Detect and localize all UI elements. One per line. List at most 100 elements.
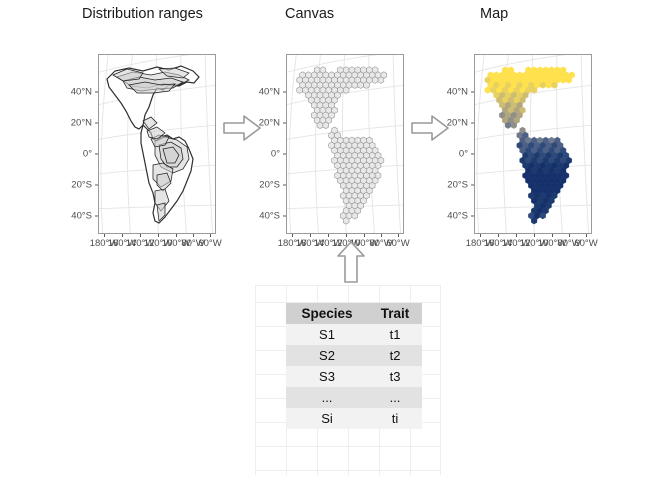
arrow-canvas-to-map-icon bbox=[410, 113, 450, 143]
x-tick-label: 60°W bbox=[574, 238, 598, 249]
x-tick-label: 180°W bbox=[465, 238, 495, 249]
table-cell-trait: t3 bbox=[368, 366, 422, 387]
hex-cell bbox=[510, 121, 517, 129]
panel-canvas: Canvas 40°N 20°N 0° 20°S 40°S bbox=[240, 0, 415, 249]
y-tick-mark bbox=[283, 184, 286, 186]
hex-cell bbox=[504, 121, 512, 129]
x-tick-label: 80°W bbox=[369, 238, 393, 249]
x-tick-mark bbox=[480, 234, 481, 237]
x-tick-mark bbox=[552, 234, 553, 237]
x-axis-canvas: 180°W 160°W 140°W 120°W 100°W 80°W 60°W bbox=[278, 234, 410, 256]
y-tick-mark bbox=[471, 122, 474, 124]
panel-title-map: Map bbox=[480, 6, 509, 22]
x-tick-mark bbox=[210, 234, 211, 237]
x-tick-label: 100°W bbox=[161, 238, 191, 249]
table-header-trait: Trait bbox=[368, 303, 422, 324]
panel-map: Map 40°N 20°N 0° 20°S 40°S bbox=[428, 0, 628, 249]
y-axis-map: 40°N 20°N 0° 20°S 40°S bbox=[428, 54, 474, 234]
hex-cell bbox=[322, 121, 329, 129]
x-tick-mark bbox=[328, 234, 329, 237]
table-row: Si ti bbox=[286, 408, 422, 429]
y-tick-label: 20°N bbox=[70, 117, 92, 129]
y-tick-mark bbox=[471, 184, 474, 186]
table-cell-species: Si bbox=[286, 408, 368, 429]
species-trait-table-block: Species Trait S1 t1 S2 t2 S3 t3 ... ... bbox=[255, 285, 441, 475]
table-row: ... ... bbox=[286, 387, 422, 408]
table-header-row: Species Trait bbox=[286, 303, 422, 324]
x-tick-mark bbox=[498, 234, 499, 237]
y-tick-label: 40°S bbox=[259, 210, 280, 222]
y-tick-label: 20°N bbox=[258, 117, 280, 129]
x-tick-mark bbox=[516, 234, 517, 237]
x-tick-mark bbox=[364, 234, 365, 237]
hex-cell bbox=[531, 217, 538, 225]
hex-cell bbox=[342, 217, 350, 225]
table-row: S3 t3 bbox=[286, 366, 422, 387]
panel-distribution-ranges: Distribution ranges 40°N 20°N 0° 20°S 40… bbox=[52, 0, 227, 249]
hex-cell bbox=[357, 81, 364, 89]
y-tick-label: 40°N bbox=[258, 86, 280, 98]
hex-cell bbox=[539, 81, 546, 89]
x-tick-label: 180°W bbox=[89, 238, 119, 249]
table-cell-species: ... bbox=[286, 387, 368, 408]
x-tick-label: 120°W bbox=[519, 238, 549, 249]
hex-cell bbox=[531, 86, 538, 94]
species-range-polygons bbox=[112, 67, 190, 222]
y-tick-mark bbox=[95, 91, 98, 93]
x-tick-label: 140°W bbox=[125, 238, 155, 249]
x-tick-mark bbox=[381, 234, 382, 237]
hex-cell bbox=[296, 86, 303, 94]
x-tick-label: 160°W bbox=[295, 238, 325, 249]
x-tick-mark bbox=[140, 234, 141, 237]
y-tick-mark bbox=[283, 91, 286, 93]
x-tick-label: 60°W bbox=[198, 238, 222, 249]
table-cell-species: S3 bbox=[286, 366, 368, 387]
x-tick-mark bbox=[346, 234, 347, 237]
species-trait-table: Species Trait S1 t1 S2 t2 S3 t3 ... ... bbox=[286, 303, 422, 429]
y-tick-label: 20°S bbox=[71, 179, 92, 191]
y-axis-canvas: 40°N 20°N 0° 20°S 40°S bbox=[240, 54, 286, 234]
y-tick-mark bbox=[283, 215, 286, 217]
x-tick-mark bbox=[292, 234, 293, 237]
x-tick-mark bbox=[534, 234, 535, 237]
y-tick-label: 40°S bbox=[447, 210, 468, 222]
x-tick-label: 160°W bbox=[483, 238, 513, 249]
map-panel-distribution-ranges bbox=[98, 54, 216, 234]
map-panel-canvas bbox=[286, 54, 404, 234]
hex-cell bbox=[371, 76, 379, 84]
x-tick-label: 120°W bbox=[143, 238, 173, 249]
table-cell-trait: ... bbox=[368, 387, 422, 408]
x-tick-mark bbox=[398, 234, 399, 237]
y-tick-label: 0° bbox=[458, 148, 468, 160]
hex-cell bbox=[565, 76, 572, 84]
hex-grid-map bbox=[484, 66, 575, 225]
hex-cell bbox=[351, 212, 359, 220]
y-tick-label: 0° bbox=[270, 148, 280, 160]
x-tick-label: 100°W bbox=[349, 238, 379, 249]
x-tick-mark bbox=[569, 234, 570, 237]
x-tick-mark bbox=[586, 234, 587, 237]
x-tick-label: 120°W bbox=[331, 238, 361, 249]
hex-cell bbox=[484, 86, 491, 94]
y-axis-distribution-ranges: 40°N 20°N 0° 20°S 40°S bbox=[52, 54, 98, 234]
y-tick-mark bbox=[95, 184, 98, 186]
y-tick-mark bbox=[283, 153, 286, 155]
x-tick-mark bbox=[310, 234, 311, 237]
y-tick-mark bbox=[471, 91, 474, 93]
x-tick-label: 160°W bbox=[107, 238, 137, 249]
y-tick-mark bbox=[95, 215, 98, 217]
x-tick-mark bbox=[104, 234, 105, 237]
hex-cell bbox=[551, 81, 558, 89]
x-tick-label: 140°W bbox=[501, 238, 531, 249]
table-cell-species: S2 bbox=[286, 345, 368, 366]
x-tick-mark bbox=[193, 234, 194, 237]
table-row: S2 t2 bbox=[286, 345, 422, 366]
map-panel-map bbox=[474, 54, 592, 234]
y-tick-label: 40°S bbox=[71, 210, 92, 222]
y-tick-label: 20°S bbox=[447, 179, 468, 191]
y-tick-label: 40°N bbox=[446, 86, 468, 98]
x-axis-map: 180°W 160°W 140°W 120°W 100°W 80°W 60°W bbox=[466, 234, 598, 256]
y-tick-mark bbox=[471, 153, 474, 155]
arrow-table-to-canvas-icon bbox=[336, 240, 366, 284]
table-cell-species: S1 bbox=[286, 324, 368, 345]
